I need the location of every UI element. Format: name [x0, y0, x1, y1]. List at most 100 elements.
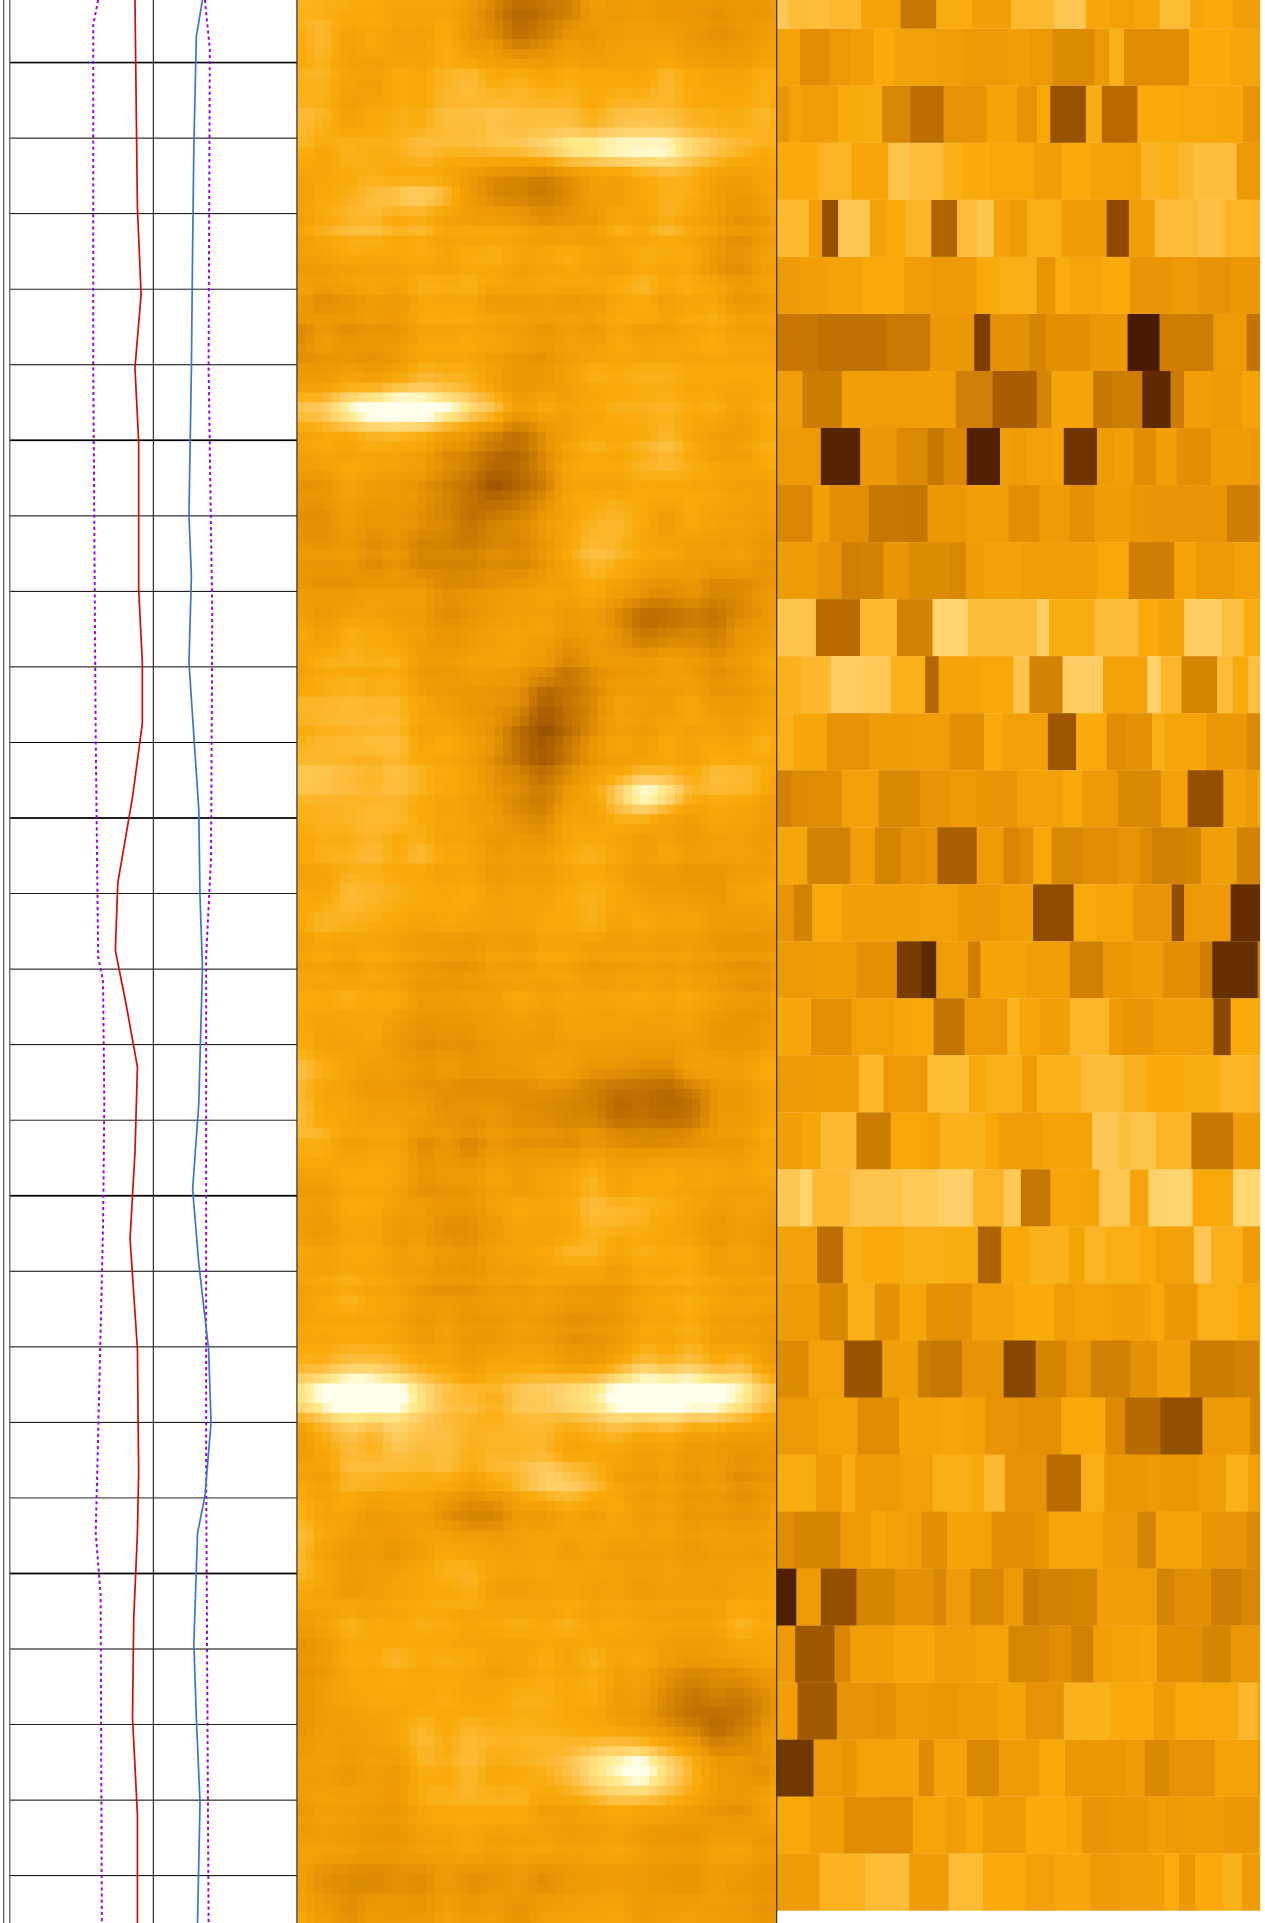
image-pixel — [391, 490, 401, 501]
image-pixel — [408, 39, 418, 50]
image-pixel — [314, 215, 324, 227]
image-pixel — [717, 353, 727, 364]
image-pixel — [468, 578, 478, 590]
image-pixel — [528, 716, 539, 727]
image-pixel — [460, 461, 470, 472]
image-pixel — [391, 402, 401, 413]
image-pixel — [683, 470, 693, 482]
image-pixel — [425, 578, 435, 590]
image-pixel — [692, 49, 702, 60]
image-pixel — [700, 569, 710, 580]
image-pixel — [348, 176, 358, 188]
image-pixel — [520, 137, 530, 148]
image-pixel — [726, 392, 736, 403]
image-pixel — [571, 470, 581, 482]
image-pixel — [683, 39, 693, 50]
image-pixel — [623, 372, 633, 384]
image-pixel — [339, 98, 350, 109]
image-pixel — [296, 206, 307, 217]
image-pixel — [606, 58, 616, 70]
image-pixel — [331, 784, 341, 796]
image-pixel — [692, 549, 702, 560]
image-pixel — [717, 676, 727, 688]
image-pixel — [537, 726, 547, 737]
image-pixel — [537, 186, 547, 197]
image-pixel — [734, 706, 745, 717]
image-pixel — [545, 706, 556, 717]
image-pixel — [451, 343, 461, 354]
image-pixel — [425, 363, 435, 374]
image-pixel — [357, 431, 367, 443]
image-pixel — [339, 814, 350, 825]
image-pixel — [563, 343, 573, 354]
image-pixel — [399, 686, 410, 698]
image-pixel — [709, 284, 719, 295]
image-pixel — [520, 853, 530, 865]
image-pixel — [391, 431, 401, 443]
image-pixel — [752, 598, 762, 609]
image-pixel — [322, 264, 332, 276]
image-pixel — [305, 304, 315, 315]
image-pixel — [485, 58, 496, 70]
image-pixel — [623, 569, 633, 580]
image-pixel — [305, 490, 315, 501]
image-pixel — [588, 706, 599, 717]
image-pixel — [425, 98, 435, 109]
image-pixel — [760, 726, 770, 737]
image-pixel — [743, 451, 753, 462]
image-pixel — [640, 824, 650, 835]
image-pixel — [674, 519, 685, 531]
image-pixel — [314, 323, 324, 335]
image-pixel — [314, 824, 324, 835]
image-pixel — [614, 147, 624, 158]
image-pixel — [743, 529, 753, 541]
image-pixel — [752, 343, 762, 354]
image-pixel — [408, 304, 418, 315]
image-pixel — [503, 19, 513, 31]
image-pixel — [769, 490, 777, 501]
image-pixel — [717, 274, 727, 286]
image-pixel — [537, 264, 547, 276]
image-pixel — [734, 235, 745, 246]
image-pixel — [365, 647, 375, 658]
image-pixel — [614, 686, 624, 698]
image-pixel — [520, 833, 530, 845]
image-pixel — [528, 49, 539, 60]
image-pixel — [417, 784, 427, 796]
image-pixel — [485, 431, 496, 443]
image-pixel — [520, 19, 530, 31]
image-pixel — [485, 294, 496, 305]
image-pixel — [554, 716, 564, 727]
image-pixel — [674, 137, 685, 148]
image-pixel — [734, 206, 745, 217]
image-pixel — [322, 667, 332, 678]
image-pixel — [442, 627, 453, 639]
image-pixel — [769, 814, 777, 825]
image-pixel — [451, 814, 461, 825]
image-pixel — [734, 814, 745, 825]
image-pixel — [623, 745, 633, 757]
image-pixel — [382, 784, 393, 796]
image-pixel — [760, 107, 770, 119]
image-pixel — [451, 166, 461, 178]
image-pixel — [752, 833, 762, 845]
image-pixel — [545, 784, 556, 796]
image-pixel — [296, 588, 307, 600]
image-pixel — [674, 196, 685, 207]
image-pixel — [460, 353, 470, 364]
image-pixel — [399, 451, 410, 462]
image-pixel — [477, 421, 487, 433]
image-pixel — [614, 470, 624, 482]
image-pixel — [554, 107, 564, 119]
image-pixel — [451, 421, 461, 433]
image-pixel — [571, 559, 581, 570]
image-pixel — [709, 421, 719, 433]
image-pixel — [717, 421, 727, 433]
image-pixel — [408, 647, 418, 658]
image-pixel — [408, 441, 418, 452]
image-pixel — [760, 156, 770, 168]
image-pixel — [494, 588, 504, 600]
image-pixel — [477, 98, 487, 109]
image-pixel — [357, 313, 367, 325]
image-pixel — [477, 117, 487, 129]
